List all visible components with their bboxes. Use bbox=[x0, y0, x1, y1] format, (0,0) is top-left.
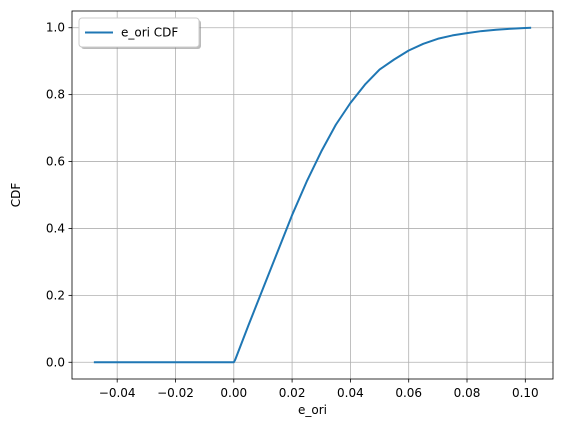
legend: e_ori CDF bbox=[78, 17, 201, 49]
cdf-series-line bbox=[93, 26, 532, 364]
series-layer bbox=[93, 26, 532, 364]
legend-box bbox=[78, 17, 200, 48]
legend-entry-label: e_ori CDF bbox=[121, 26, 178, 40]
grid-lines bbox=[72, 11, 553, 379]
y-tick-label: 0.0 bbox=[46, 355, 65, 369]
x-axis-ticks: −0.04 −0.02 0.00 0.02 0.04 0.06 0.08 0.10 bbox=[99, 379, 539, 400]
x-tick-label: 0.08 bbox=[454, 386, 481, 400]
plot-frame bbox=[71, 10, 554, 380]
x-tick-label: −0.04 bbox=[99, 386, 136, 400]
x-tick-label: 0.02 bbox=[279, 386, 306, 400]
x-axis-label: e_ori bbox=[298, 403, 327, 417]
x-tick-label: −0.02 bbox=[157, 386, 194, 400]
y-axis-ticks: 0.0 0.2 0.4 0.6 0.8 1.0 bbox=[46, 21, 72, 369]
x-tick-label: 0.06 bbox=[395, 386, 422, 400]
x-tick-label: 0.10 bbox=[512, 386, 539, 400]
y-tick-label: 0.2 bbox=[46, 288, 65, 302]
x-tick-label: 0.04 bbox=[337, 386, 364, 400]
x-tick-label: 0.00 bbox=[220, 386, 247, 400]
y-tick-label: 1.0 bbox=[46, 21, 65, 35]
y-tick-label: 0.6 bbox=[46, 155, 65, 169]
y-tick-label: 0.4 bbox=[46, 221, 65, 235]
y-tick-label: 0.8 bbox=[46, 88, 65, 102]
y-axis-label: CDF bbox=[9, 183, 23, 208]
